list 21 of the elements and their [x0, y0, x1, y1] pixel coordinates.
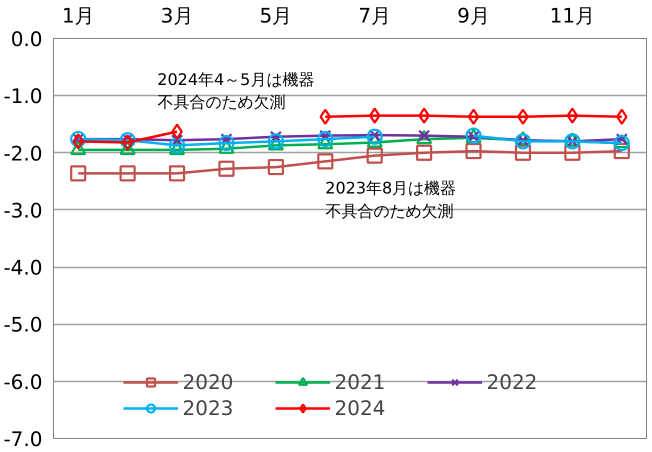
legend-label: 2022	[486, 370, 538, 394]
y-tick-label: -2.0	[3, 141, 43, 166]
x-tick-label: 7月	[358, 4, 392, 28]
y-tick-label: -1.0	[3, 84, 43, 108]
y-tick-label: -4.0	[3, 256, 43, 280]
x-tick-label: 1月	[62, 4, 95, 28]
annotation: 2023年8月は機器不具合のため欠測	[325, 178, 456, 220]
y-tick-label: -6.0	[3, 370, 43, 394]
x-tick-label: 5月	[260, 4, 292, 28]
x-tick-label: 11月	[550, 4, 596, 28]
legend-label: 2021	[334, 370, 386, 394]
y-tick-label: -3.0	[3, 198, 43, 222]
y-tick-label: -7.0	[3, 427, 43, 451]
x-tick-label: 9月	[457, 4, 490, 28]
legend-label: 2024	[334, 396, 386, 420]
x-tick-label: 3月	[160, 4, 194, 28]
legend-label: 2023	[182, 396, 234, 420]
y-tick-label: 0.0	[10, 27, 43, 51]
annotation: 2024年4～5月は機器不具合のため欠測	[157, 70, 314, 112]
y-tick-label: -5.0	[3, 312, 43, 337]
legend-label: 2020	[182, 370, 234, 394]
